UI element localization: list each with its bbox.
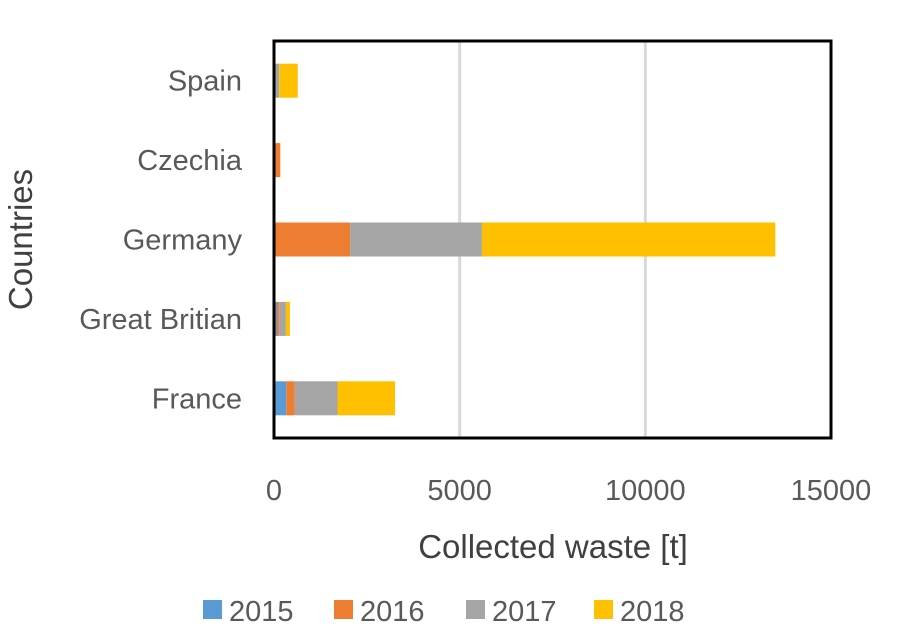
y-category-label: Spain xyxy=(168,66,242,98)
legend-swatch xyxy=(334,600,353,619)
bar-segment xyxy=(286,381,295,416)
bar-segment xyxy=(276,301,280,336)
legend-swatch xyxy=(594,600,613,619)
bar-segment xyxy=(274,381,287,416)
x-tick-label: 0 xyxy=(266,475,282,507)
bar-segment xyxy=(274,222,351,257)
legend-swatch xyxy=(466,600,485,619)
legend: 2015 2016 2017 2018 xyxy=(203,596,685,628)
plot-area-frame xyxy=(272,39,833,440)
bar-segment xyxy=(279,301,286,336)
x-tick-label: 15000 xyxy=(791,475,872,507)
legend-swatch xyxy=(203,600,222,619)
legend-label: 2016 xyxy=(360,596,425,628)
bar-segment xyxy=(337,381,396,416)
y-category-label: Germany xyxy=(123,225,243,257)
bar-segment xyxy=(274,143,281,178)
y-category-label: Great Britian xyxy=(79,304,242,336)
bar-segment xyxy=(274,63,280,98)
legend-label: 2015 xyxy=(229,596,294,628)
bar-segment xyxy=(279,63,298,98)
x-axis-title: Collected waste [t] xyxy=(418,528,688,565)
y-axis-category-labels: France Great Britian Germany Czechia Spain xyxy=(79,66,243,416)
legend-label: 2018 xyxy=(620,596,685,628)
legend-label: 2017 xyxy=(492,596,557,628)
x-tick-label: 10000 xyxy=(605,475,686,507)
bar-segment xyxy=(350,222,482,257)
x-axis-tick-labels: 0 5000 10000 15000 xyxy=(266,475,871,507)
bar-segment xyxy=(481,222,776,257)
x-tick-label: 5000 xyxy=(427,475,492,507)
y-category-label: France xyxy=(152,383,242,415)
y-category-label: Czechia xyxy=(137,145,243,177)
bar-segment xyxy=(285,301,290,336)
y-axis-title: Countries xyxy=(2,169,39,310)
bars xyxy=(274,63,776,416)
bar-segment xyxy=(294,381,338,416)
